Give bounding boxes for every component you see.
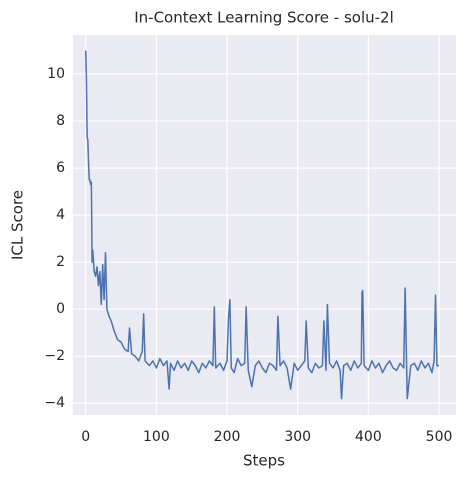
line-series (84, 50, 440, 400)
y-tick-label: 10 (47, 66, 65, 82)
y-tick-label: 6 (56, 160, 65, 176)
y-tick-label: −2 (44, 348, 65, 364)
x-tick-label: 500 (426, 429, 453, 445)
x-tick-label: 100 (143, 429, 170, 445)
x-tick-label: 400 (355, 429, 382, 445)
y-tick-label: 8 (56, 113, 65, 129)
y-axis-label: ICL Score (9, 190, 27, 260)
x-tick-label: 300 (284, 429, 311, 445)
x-tick-label: 200 (214, 429, 241, 445)
chart-title: In-Context Learning Score - solu-2l (134, 9, 394, 27)
y-tick-label: 4 (56, 207, 65, 223)
y-tick-label: −4 (44, 395, 65, 411)
y-tick-label: 0 (56, 301, 65, 317)
marks (84, 50, 440, 400)
plot-area (73, 35, 456, 415)
x-axis-label: Steps (243, 452, 285, 470)
y-tick-label: 2 (56, 254, 65, 270)
x-tick-label: 0 (81, 429, 90, 445)
grid (73, 35, 456, 415)
